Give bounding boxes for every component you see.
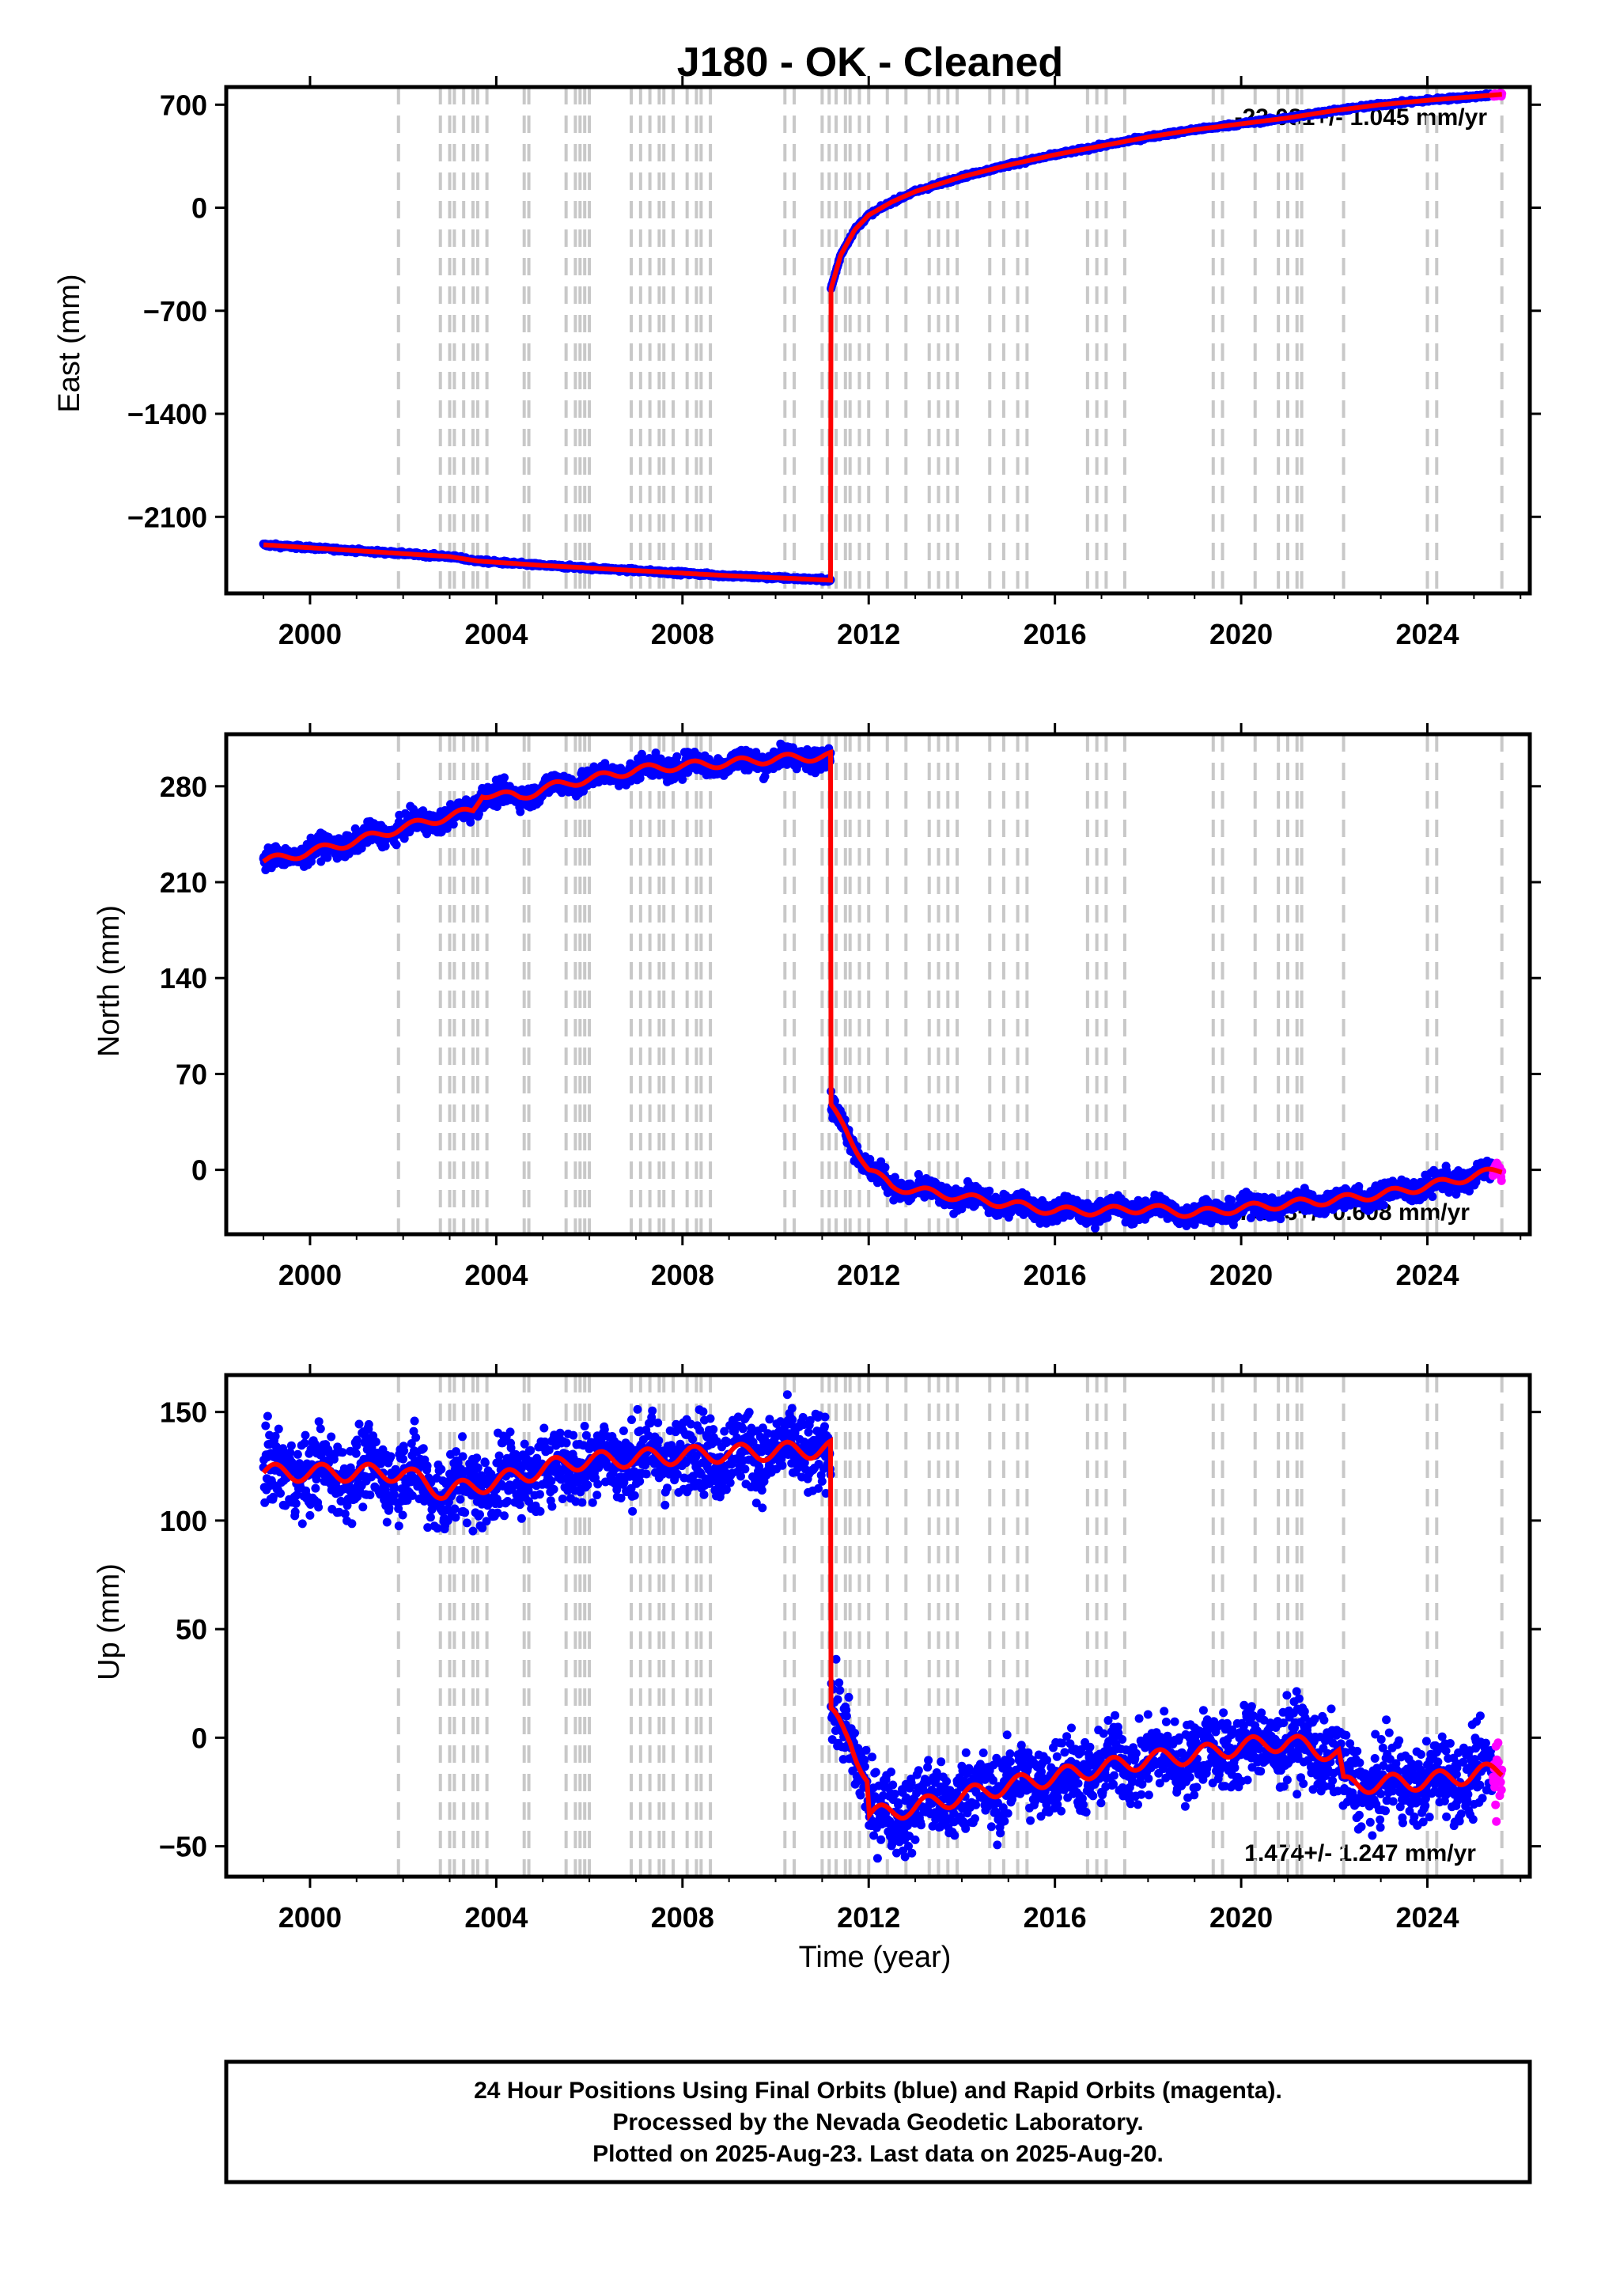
final-point xyxy=(672,752,682,761)
x-tick-label: 2024 xyxy=(1395,618,1459,650)
final-point xyxy=(516,807,525,816)
y-tick-label: −700 xyxy=(143,295,207,328)
east-ylabel: East (mm) xyxy=(53,274,86,412)
x-tick-label: 2000 xyxy=(278,618,342,650)
y-tick-label: 700 xyxy=(160,89,207,121)
chart-title: J180 - OK - Cleaned xyxy=(677,40,1063,85)
data-points xyxy=(259,89,1507,586)
north-panel: North (mm) 7.633+/- 0.608 mm/yr 2000 2004… xyxy=(93,723,1541,1291)
east-panel: East (mm) -23.081+/- 1.045 mm/yr 2000 200… xyxy=(53,76,1541,650)
x-tick-label: 2008 xyxy=(651,618,714,650)
data-points xyxy=(259,739,1507,1233)
plot-frame xyxy=(224,85,1532,596)
final-point xyxy=(880,1163,890,1172)
step-lines xyxy=(396,87,1504,593)
y-tick-label: −1400 xyxy=(127,398,207,430)
north-ylabel: North (mm) xyxy=(93,905,126,1057)
x-tick-label: 2020 xyxy=(1209,618,1273,650)
x-tick-label: 2012 xyxy=(837,618,900,650)
y-tick-label: 0 xyxy=(191,192,207,225)
x-tick-label: 2016 xyxy=(1024,618,1087,650)
y-tick-label: −2100 xyxy=(127,501,207,533)
x-tick-label: 2004 xyxy=(464,618,528,650)
final-point xyxy=(985,1186,994,1195)
step-lines xyxy=(396,734,1504,1234)
model-line xyxy=(263,92,1502,583)
final-point xyxy=(392,840,401,850)
